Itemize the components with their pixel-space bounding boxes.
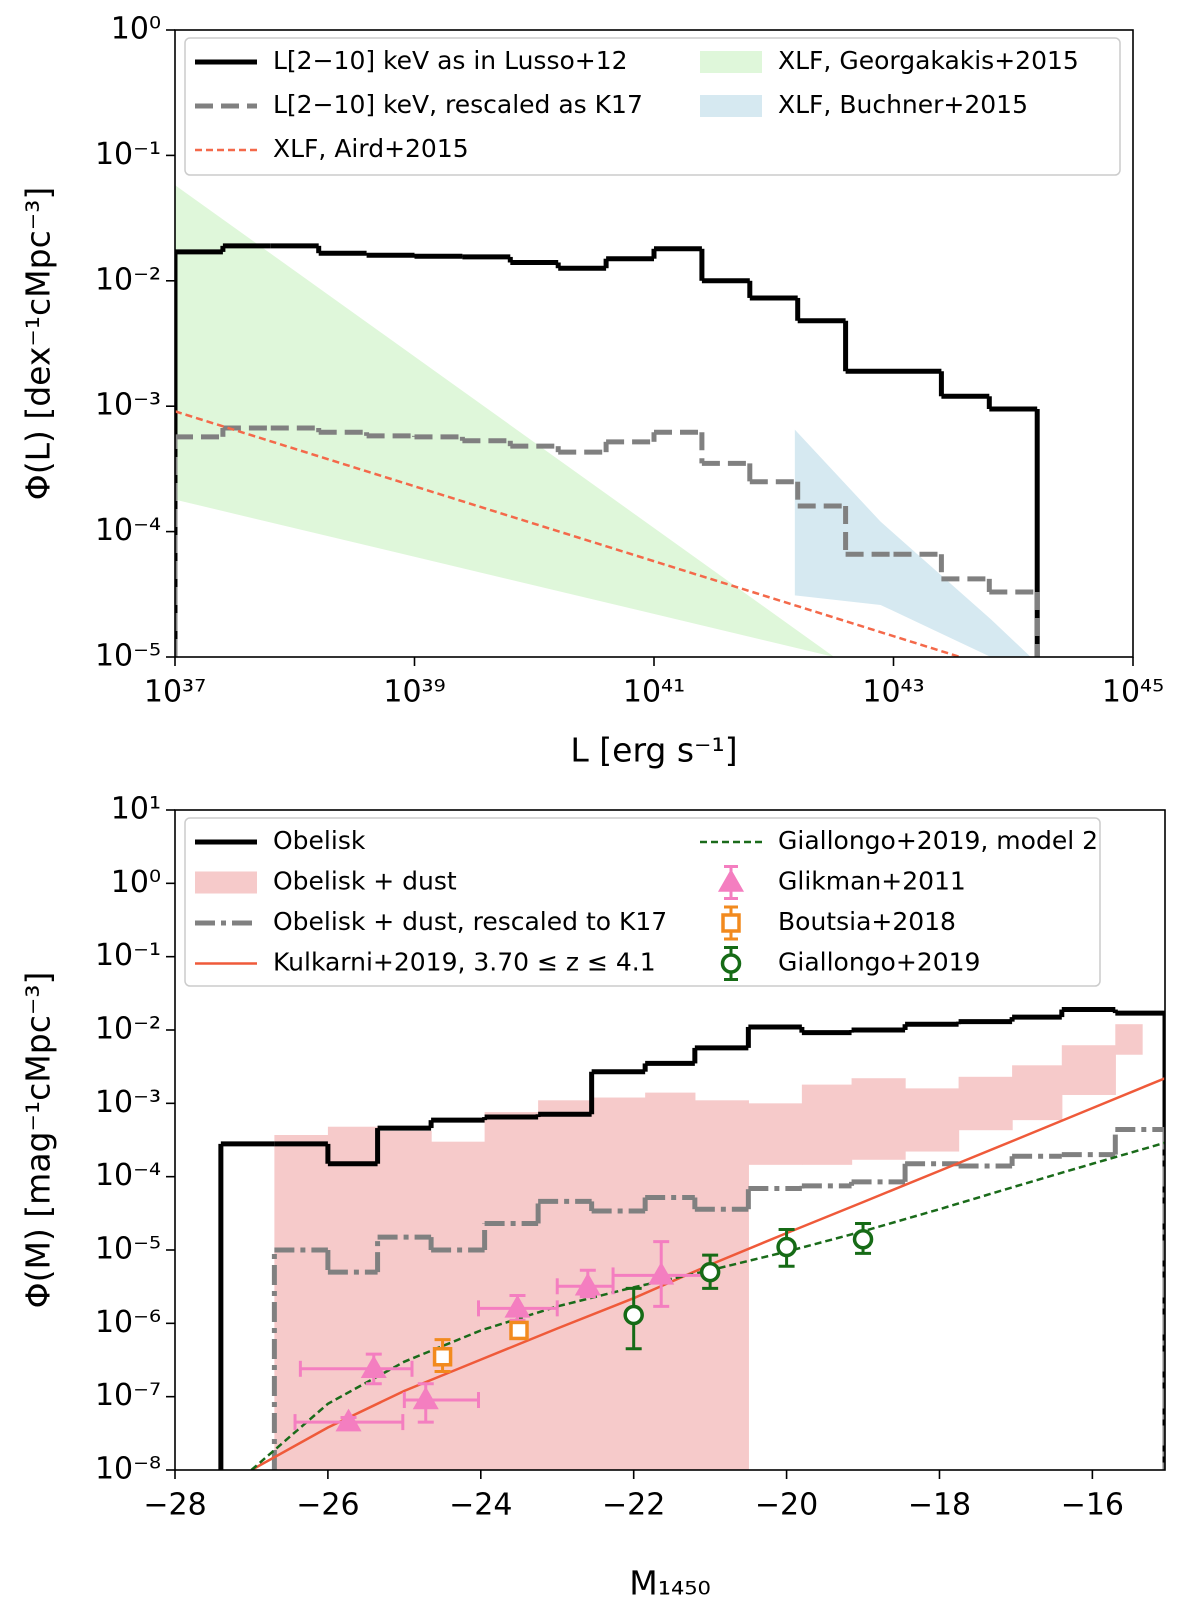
- legend-label: Obelisk + dust: [273, 867, 457, 896]
- marker: [623, 1304, 644, 1326]
- marker: [335, 1408, 362, 1432]
- marker: [574, 1272, 601, 1296]
- legend-label: L[2−10] keV as in Lusso+12: [273, 46, 628, 75]
- band-bin: [748, 1103, 803, 1165]
- band-bin: [377, 1130, 432, 1470]
- legend-label: XLF, Aird+2015: [273, 134, 469, 163]
- plot-area: [218, 1007, 1165, 1470]
- x-tick-label: −26: [296, 1488, 359, 1523]
- x-tick-label: 10⁴¹: [623, 675, 685, 710]
- band-bin: [905, 1088, 960, 1152]
- band-bin: [694, 1100, 749, 1470]
- marker: [412, 1386, 439, 1410]
- x-tick-label: 10⁴³: [862, 675, 924, 710]
- legend-marker: [720, 953, 742, 974]
- y-tick-label: 10⁻⁷: [95, 1378, 161, 1413]
- legend-label: Obelisk + dust, rescaled to K17: [273, 907, 667, 936]
- marker: [852, 1229, 874, 1250]
- axes-frame: [174, 809, 1166, 1471]
- y-tick-label: 10⁻⁵: [95, 1232, 161, 1267]
- y-tick-label: 10⁻⁵: [95, 639, 161, 674]
- legend-swatch: [700, 95, 762, 117]
- band-bin: [1115, 1024, 1143, 1055]
- legend-label: Kulkarni+2019, 3.70 ≤ z ≤ 4.1: [273, 948, 656, 977]
- plot-area: [175, 185, 1040, 657]
- y-tick-label: 10⁻⁴: [95, 513, 161, 548]
- legend-swatch: [700, 51, 762, 73]
- band-bin: [431, 1141, 486, 1470]
- y-axis-label: Φ(L) [dex⁻¹cMpc⁻³]: [19, 187, 58, 501]
- band-bin: [484, 1112, 539, 1470]
- band: [175, 185, 835, 657]
- marker: [509, 1320, 529, 1341]
- legend-marker: [721, 913, 741, 933]
- y-tick-label: 10⁻¹: [95, 137, 161, 172]
- legend-label: XLF, Buchner+2015: [778, 90, 1028, 119]
- marker: [699, 1261, 721, 1283]
- x-tick-label: 10⁴⁵: [1102, 675, 1164, 710]
- marker: [360, 1355, 387, 1379]
- x-tick-label: −18: [908, 1488, 971, 1523]
- x-axis-label: L [erg s⁻¹]: [570, 731, 737, 770]
- y-tick-label: 10⁻¹: [95, 938, 161, 973]
- legend-box: [184, 817, 1101, 987]
- marker: [776, 1236, 797, 1258]
- marker: [648, 1261, 675, 1285]
- band-bin: [591, 1097, 646, 1470]
- y-axis-label: Φ(M) [mag⁻¹cMpc⁻³]: [19, 972, 58, 1309]
- y-tick-label: 10⁻³: [95, 1085, 161, 1120]
- legend-box: [184, 37, 1121, 176]
- legend-label: L[2−10] keV, rescaled as K17: [273, 90, 643, 119]
- line: [175, 410, 961, 657]
- legend-swatch: [195, 871, 257, 894]
- marker: [504, 1294, 531, 1318]
- y-tick-label: 10⁻⁴: [95, 1158, 161, 1193]
- x-tick-label: −20: [755, 1488, 818, 1523]
- band-bin: [1012, 1065, 1063, 1121]
- legend-label: Giallongo+2019: [778, 948, 980, 977]
- x-tick-label: 10³⁹: [383, 675, 445, 710]
- band-bin: [801, 1084, 853, 1165]
- y-tick-label: 10⁰: [111, 865, 161, 900]
- marker: [432, 1347, 453, 1367]
- x-tick-label: −24: [449, 1488, 512, 1523]
- y-tick-label: 10⁻⁶: [95, 1305, 161, 1340]
- band-bin: [274, 1134, 329, 1470]
- y-tick-label: 10⁻²: [95, 1012, 161, 1047]
- y-tick-label: 10¹: [111, 792, 161, 827]
- legend-label: Obelisk: [273, 826, 366, 855]
- y-tick-label: 10⁻²: [95, 262, 161, 297]
- band-bin: [958, 1076, 1013, 1131]
- band-bin: [851, 1078, 906, 1160]
- y-tick-label: 10⁰: [111, 12, 161, 47]
- x-tick-label: −16: [1061, 1488, 1124, 1523]
- y-tick-label: 10⁻³: [95, 388, 161, 423]
- x-tick-label: 10³⁷: [144, 675, 206, 710]
- band-bin: [1061, 1045, 1116, 1095]
- x-tick-label: −22: [602, 1488, 665, 1523]
- x-axis-label: M₁₄₅₀: [629, 1564, 710, 1603]
- x-tick-label: −28: [143, 1488, 206, 1523]
- band: [794, 429, 1031, 657]
- legend-marker: [717, 868, 745, 892]
- band-bin: [327, 1126, 379, 1470]
- legend-label: Giallongo+2019, model 2: [778, 826, 1098, 855]
- legend-label: XLF, Georgakakis+2015: [778, 46, 1079, 75]
- y-tick-label: 10⁻⁸: [95, 1452, 161, 1487]
- legend-label: Boutsia+2018: [778, 907, 956, 936]
- legend-label: Glikman+2011: [778, 867, 966, 896]
